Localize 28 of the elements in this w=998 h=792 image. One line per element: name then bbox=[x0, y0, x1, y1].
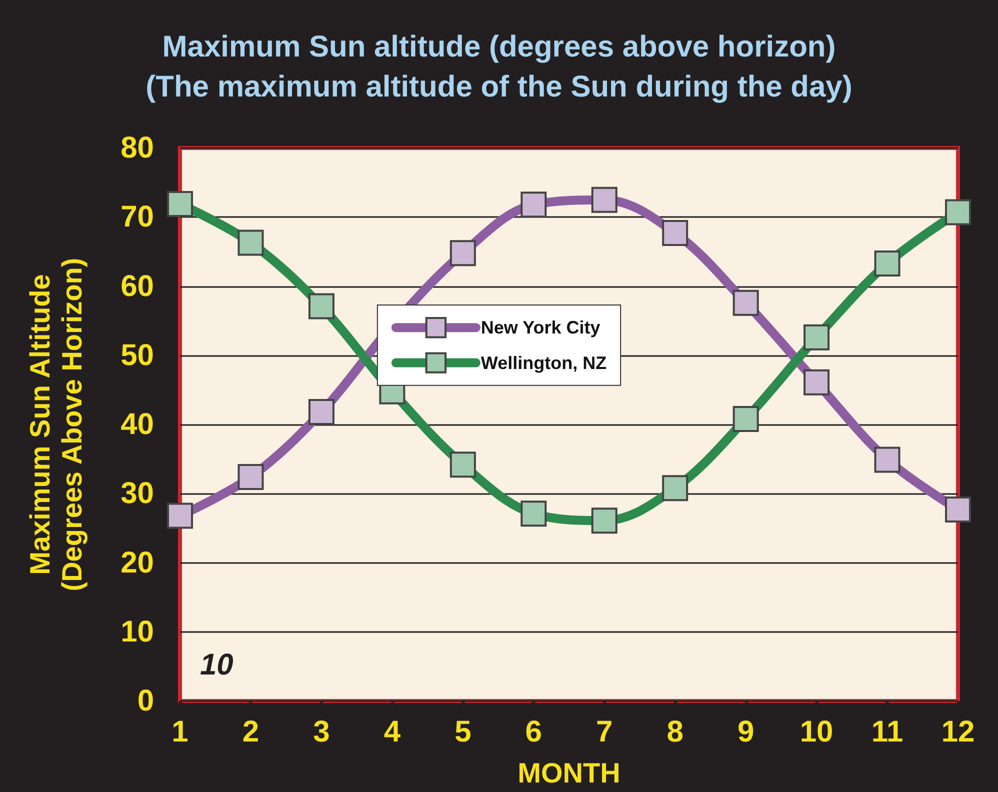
x-tick-label: 6 bbox=[525, 716, 542, 748]
legend-label: Wellington, NZ bbox=[480, 352, 607, 373]
x-tick-label: 7 bbox=[596, 716, 613, 748]
chart-subtitle: (The maximum altitude of the Sun during the day) bbox=[146, 70, 852, 104]
y-tick-label: 10 bbox=[120, 615, 154, 648]
x-tick-label: 8 bbox=[666, 716, 684, 748]
y-tick-label: 60 bbox=[120, 270, 154, 303]
y-tick-label: 50 bbox=[120, 338, 154, 372]
x-tick-label: 5 bbox=[454, 716, 472, 748]
x-tick-label: 3 bbox=[313, 716, 330, 748]
y-axis-title: Maximum Sun Altitude (Degrees Above Horizon) bbox=[24, 258, 88, 592]
y-tick-label: 70 bbox=[120, 200, 154, 234]
chart-title: Maximum Sun altitude (degrees above horizon) bbox=[162, 30, 836, 64]
annotation: 10 bbox=[200, 648, 234, 682]
legend-label: New York City bbox=[480, 318, 600, 338]
x-tick-label: 10 bbox=[800, 716, 834, 748]
x-tick-label: 9 bbox=[737, 716, 754, 748]
y-tick-label: 0 bbox=[137, 684, 154, 718]
x-tick-label: 2 bbox=[242, 716, 260, 748]
x-axis-title: MONTH bbox=[518, 758, 620, 788]
x-tick-label: 1 bbox=[172, 716, 188, 748]
y-tick-label: 80 bbox=[120, 132, 154, 164]
y-tick-label: 30 bbox=[120, 477, 154, 510]
x-tick-label: 11 bbox=[871, 716, 904, 748]
y-tick-label: 20 bbox=[120, 546, 154, 580]
x-tick-label: 12 bbox=[941, 716, 975, 748]
x-tick-label: 4 bbox=[384, 716, 401, 748]
y-tick-label: 40 bbox=[120, 408, 154, 441]
